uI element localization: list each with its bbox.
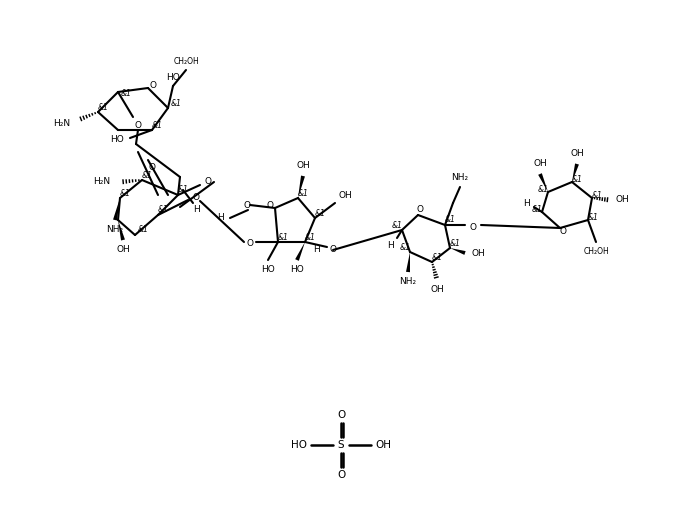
Text: O: O: [337, 410, 345, 420]
Polygon shape: [298, 176, 305, 198]
Text: O: O: [192, 192, 200, 201]
Text: S: S: [338, 440, 344, 450]
Text: CH₂OH: CH₂OH: [583, 247, 609, 257]
Polygon shape: [538, 173, 548, 192]
Text: HO: HO: [291, 440, 307, 450]
Text: H: H: [217, 214, 224, 223]
Polygon shape: [450, 248, 466, 255]
Text: H: H: [387, 240, 394, 249]
Text: OH: OH: [471, 248, 485, 258]
Text: OH: OH: [430, 285, 444, 294]
Text: O: O: [246, 239, 254, 248]
Polygon shape: [118, 220, 125, 240]
Polygon shape: [295, 242, 305, 261]
Text: &1: &1: [400, 242, 411, 251]
Text: &1: &1: [158, 206, 168, 215]
Text: O: O: [267, 201, 273, 211]
Text: NH₂: NH₂: [451, 173, 469, 181]
Text: O: O: [337, 470, 345, 480]
Text: OH: OH: [296, 162, 310, 171]
Text: OH: OH: [570, 149, 584, 159]
Text: CH₂OH: CH₂OH: [173, 58, 199, 67]
Text: &1: &1: [445, 216, 456, 225]
Text: OH: OH: [375, 440, 391, 450]
Text: &1: &1: [98, 103, 108, 112]
Text: OH: OH: [615, 195, 629, 205]
Text: &1: &1: [297, 188, 308, 197]
Text: OH: OH: [338, 191, 352, 200]
Text: &1: &1: [177, 185, 188, 194]
Text: &1: &1: [572, 175, 582, 183]
Text: H: H: [192, 205, 199, 214]
Text: &1: &1: [531, 205, 542, 214]
Text: O: O: [149, 80, 156, 89]
Text: &1: &1: [537, 184, 548, 193]
Text: &1: &1: [591, 190, 602, 199]
Text: HO: HO: [166, 74, 180, 82]
Text: HO: HO: [290, 266, 304, 275]
Text: H₂N: H₂N: [53, 120, 70, 128]
Text: OH: OH: [116, 245, 130, 255]
Text: &1: &1: [391, 221, 402, 229]
Text: &1: &1: [142, 171, 153, 179]
Text: O: O: [417, 206, 424, 215]
Text: &1: &1: [170, 98, 181, 108]
Text: HO: HO: [261, 266, 275, 275]
Text: HO: HO: [110, 135, 124, 144]
Text: &1: &1: [305, 232, 316, 241]
Text: H: H: [524, 199, 531, 209]
Polygon shape: [406, 252, 410, 272]
Text: O: O: [205, 177, 211, 186]
Text: OH: OH: [533, 160, 547, 169]
Text: O: O: [149, 164, 155, 173]
Text: &1: &1: [151, 121, 162, 129]
Text: O: O: [469, 223, 477, 231]
Text: &1: &1: [138, 226, 149, 234]
Text: &1: &1: [314, 209, 325, 218]
Text: O: O: [559, 227, 567, 235]
Text: O: O: [329, 245, 336, 255]
Text: &1: &1: [119, 188, 130, 197]
Text: &1: &1: [121, 89, 132, 98]
Text: H: H: [314, 245, 321, 255]
Text: &1: &1: [432, 252, 443, 262]
Text: NH₂: NH₂: [400, 278, 417, 286]
Polygon shape: [572, 164, 579, 182]
Text: &1: &1: [278, 232, 288, 241]
Text: &1: &1: [588, 213, 598, 222]
Text: O: O: [134, 121, 141, 129]
Polygon shape: [113, 198, 120, 221]
Text: O: O: [243, 200, 250, 210]
Text: H₂N: H₂N: [93, 177, 110, 186]
Text: NH₂: NH₂: [106, 226, 123, 234]
Text: &1: &1: [449, 238, 460, 247]
